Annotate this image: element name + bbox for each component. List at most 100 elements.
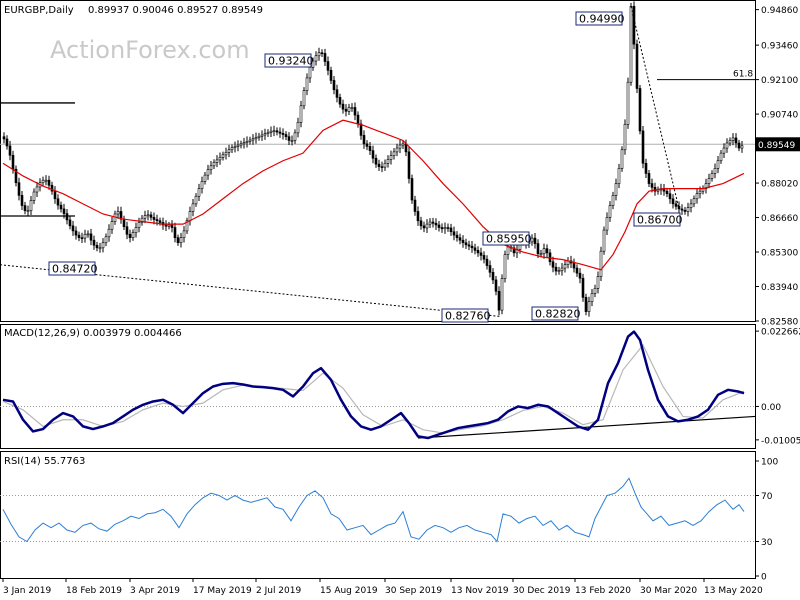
candle-body	[347, 107, 351, 112]
watermark: ActionForex.com	[50, 36, 250, 64]
candle-body	[425, 223, 429, 229]
candle-body	[2, 136, 6, 140]
candle-body	[653, 187, 657, 192]
candle-body	[479, 252, 483, 256]
candle-body	[212, 162, 216, 167]
candle-body	[491, 272, 495, 281]
candle-body	[737, 142, 741, 149]
candle-body	[353, 107, 357, 116]
candle-body	[440, 227, 444, 230]
candle-body	[488, 265, 492, 273]
candle-body	[248, 139, 252, 142]
candle-body	[341, 103, 345, 110]
candle-body	[665, 190, 669, 195]
candle-body	[716, 160, 720, 169]
candle-body	[389, 155, 393, 160]
candle-body	[230, 147, 234, 151]
candle-body	[632, 6, 636, 45]
candle-body	[50, 184, 54, 192]
candle-body	[560, 267, 564, 271]
candle-body	[374, 157, 378, 165]
candle-body	[620, 149, 624, 169]
candle-body	[443, 227, 447, 230]
candle-body	[101, 242, 105, 249]
candle-body	[482, 255, 486, 260]
candle-body	[581, 277, 585, 298]
candle-body	[740, 145, 744, 149]
candle-body	[350, 107, 354, 109]
candle-body	[122, 218, 126, 227]
candle-body	[209, 165, 213, 170]
price-header-symbol: EURGBP,Daily	[4, 5, 74, 16]
candle-body	[380, 166, 384, 168]
candle-body	[302, 90, 306, 107]
candle-body	[41, 179, 45, 184]
rsi-panel	[0, 451, 756, 579]
price-callout-label: 0.85950	[486, 233, 532, 246]
candle-body	[359, 123, 363, 136]
candle-body	[614, 183, 618, 196]
candle-body	[146, 214, 150, 217]
candle-body	[194, 195, 198, 205]
candle-body	[464, 242, 468, 246]
candle-body	[242, 142, 246, 145]
candle-body	[578, 272, 582, 279]
candle-body	[719, 152, 723, 162]
candle-body	[725, 142, 729, 149]
price-callout-label: 0.93240	[268, 55, 314, 68]
candle-body	[20, 195, 24, 206]
candle-body	[227, 149, 231, 153]
fib-618-label: 61.8	[733, 70, 753, 80]
candle-body	[698, 190, 702, 195]
candle-body	[356, 114, 360, 125]
candle-body	[512, 247, 516, 254]
candle-body	[590, 293, 594, 303]
x-tick-label: 13 Nov 2019	[451, 586, 509, 596]
candle-body	[260, 134, 264, 137]
candle-body	[53, 190, 57, 200]
candle-body	[683, 209, 687, 212]
candle-body	[575, 267, 579, 274]
candle-body	[320, 52, 324, 55]
candle-body	[239, 143, 243, 146]
candle-body	[641, 130, 645, 164]
y-tick-label: 0.83940	[761, 283, 798, 293]
y-tick-label: 0.82580	[761, 318, 798, 328]
y-tick-label: 0.90740	[761, 111, 798, 121]
candle-body	[533, 237, 537, 244]
candle-body	[134, 227, 138, 233]
candle-body	[629, 6, 633, 83]
candle-body	[35, 186, 39, 193]
candle-body	[602, 229, 606, 252]
candle-body	[551, 261, 555, 268]
candle-body	[728, 140, 732, 144]
candle-body	[89, 233, 93, 241]
candle-body	[626, 81, 630, 125]
candle-body	[446, 227, 450, 229]
candle-body	[77, 234, 81, 238]
candle-body	[281, 132, 285, 135]
candle-body	[329, 70, 333, 81]
candle-body	[269, 130, 273, 133]
price-callout-label: 0.82820	[535, 308, 581, 321]
candle-body	[167, 224, 171, 227]
candle-body	[611, 195, 615, 206]
candle-body	[176, 237, 180, 244]
candle-body	[137, 222, 141, 228]
candle-body	[215, 159, 219, 163]
candle-body	[410, 178, 414, 201]
candle-body	[5, 138, 9, 147]
candle-body	[143, 215, 147, 219]
candle-body	[557, 270, 561, 272]
candle-body	[485, 258, 489, 266]
candle-body	[110, 221, 114, 230]
candle-body	[140, 217, 144, 223]
candle-body	[206, 169, 210, 176]
candle-body	[8, 145, 12, 156]
candle-body	[305, 77, 309, 91]
macd-signal-line	[2, 343, 745, 434]
candle-body	[155, 219, 159, 222]
candle-body	[179, 237, 183, 244]
macd-trendline	[417, 415, 756, 439]
candle-body	[563, 264, 567, 269]
